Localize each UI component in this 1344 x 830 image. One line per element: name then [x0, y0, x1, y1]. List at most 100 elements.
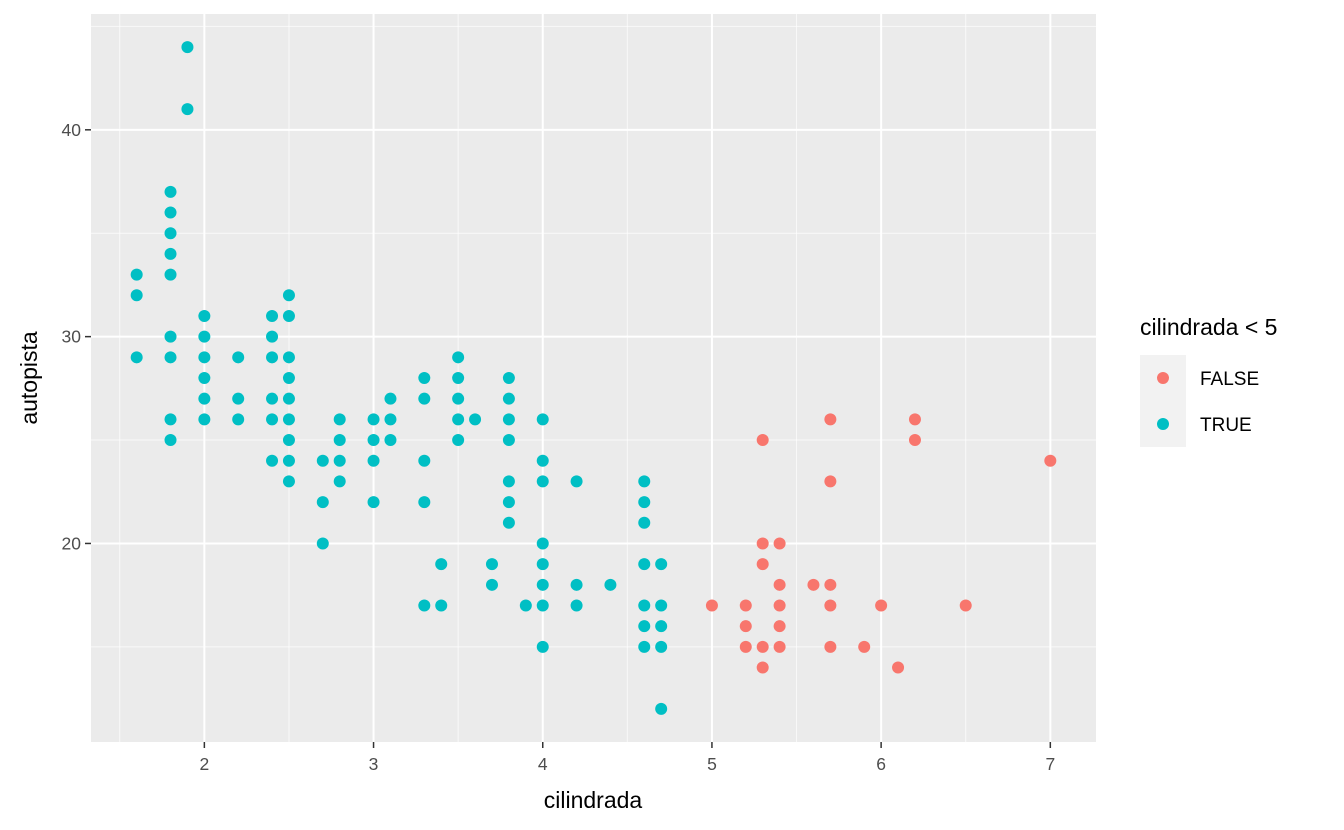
data-point-true	[502, 392, 515, 405]
data-point-true	[452, 434, 465, 447]
data-point-true	[638, 516, 651, 529]
data-point-true	[130, 268, 143, 281]
data-point-true	[435, 558, 448, 571]
x-tick-label: 5	[707, 754, 717, 774]
data-point-false	[773, 620, 786, 633]
data-point-false	[756, 558, 769, 571]
data-point-false	[824, 578, 837, 591]
data-point-true	[282, 434, 295, 447]
data-point-true	[485, 578, 498, 591]
data-point-true	[130, 289, 143, 302]
data-point-true	[164, 206, 177, 219]
data-point-true	[418, 392, 431, 405]
data-point-false	[892, 661, 905, 674]
data-point-true	[232, 392, 245, 405]
data-point-false	[875, 599, 888, 612]
data-point-true	[502, 475, 515, 488]
data-point-true	[536, 599, 549, 612]
data-point-true	[570, 578, 583, 591]
data-point-true	[655, 620, 668, 633]
x-tick-label: 2	[199, 754, 209, 774]
data-point-true	[333, 413, 346, 426]
y-axis: 20 30 40	[62, 120, 91, 553]
data-point-true	[502, 496, 515, 509]
data-point-true	[502, 434, 515, 447]
data-point-false	[773, 640, 786, 653]
data-point-true	[266, 392, 279, 405]
legend-title: cilindrada < 5	[1140, 314, 1277, 340]
data-point-true	[519, 599, 532, 612]
data-point-false	[756, 537, 769, 550]
x-tick-label: 6	[876, 754, 886, 774]
data-point-true	[384, 413, 397, 426]
y-tick-label: 40	[62, 120, 82, 140]
data-point-true	[418, 599, 431, 612]
data-point-true	[266, 309, 279, 322]
data-point-true	[198, 413, 211, 426]
data-point-true	[536, 640, 549, 653]
y-axis-title: autopista	[16, 331, 42, 425]
data-point-false	[773, 599, 786, 612]
data-point-true	[282, 309, 295, 322]
data-point-true	[452, 372, 465, 384]
data-point-false	[908, 413, 921, 426]
data-point-true	[266, 351, 279, 364]
minor-gridlines	[91, 14, 1096, 742]
data-point-true	[333, 475, 346, 488]
data-point-true	[469, 413, 482, 426]
data-point-true	[316, 496, 329, 509]
data-point-true	[638, 640, 651, 653]
data-point-true	[502, 516, 515, 529]
data-point-false	[739, 640, 752, 653]
data-point-true	[536, 454, 549, 467]
data-point-true	[130, 351, 143, 364]
data-point-true	[164, 351, 177, 364]
data-point-true	[164, 434, 177, 447]
plot-panel	[91, 14, 1096, 742]
data-point-false	[1044, 454, 1057, 467]
x-axis: 2 3 4 5 6 7	[199, 742, 1055, 774]
legend-swatch-true	[1157, 418, 1169, 430]
x-tick-label: 7	[1045, 754, 1055, 774]
data-point-true	[638, 475, 651, 488]
data-point-true	[418, 372, 431, 384]
data-point-true	[452, 413, 465, 426]
legend-label-false: FALSE	[1200, 369, 1259, 390]
data-point-true	[282, 454, 295, 467]
data-point-false	[824, 413, 837, 426]
data-point-true	[638, 558, 651, 571]
data-point-true	[266, 454, 279, 467]
legend: cilindrada < 5 FALSE TRUE	[1140, 314, 1277, 447]
data-point-false	[756, 640, 769, 653]
data-point-true	[384, 434, 397, 447]
data-point-true	[333, 454, 346, 467]
data-point-true	[485, 558, 498, 571]
x-tick-label: 3	[369, 754, 379, 774]
data-point-false	[756, 434, 769, 447]
data-point-true	[282, 392, 295, 405]
data-point-true	[435, 599, 448, 612]
data-point-true	[282, 289, 295, 302]
data-point-true	[282, 413, 295, 426]
data-point-false	[824, 640, 837, 653]
major-gridlines	[91, 14, 1096, 742]
data-point-true	[638, 496, 651, 509]
data-point-true	[502, 413, 515, 426]
data-point-true	[164, 185, 177, 198]
data-point-true	[181, 103, 194, 116]
data-point-true	[638, 620, 651, 633]
data-point-true	[367, 454, 380, 467]
data-point-true	[282, 372, 295, 384]
data-point-false	[824, 475, 837, 488]
data-point-false	[756, 661, 769, 674]
data-point-true	[266, 330, 279, 343]
data-point-true	[638, 599, 651, 612]
y-tick-label: 20	[62, 533, 82, 553]
data-point-true	[655, 558, 668, 571]
legend-swatch-false	[1157, 372, 1169, 384]
data-point-true	[282, 475, 295, 488]
data-point-true	[282, 351, 295, 364]
x-tick-label: 4	[538, 754, 548, 774]
data-point-true	[198, 372, 211, 384]
data-point-true	[384, 392, 397, 405]
